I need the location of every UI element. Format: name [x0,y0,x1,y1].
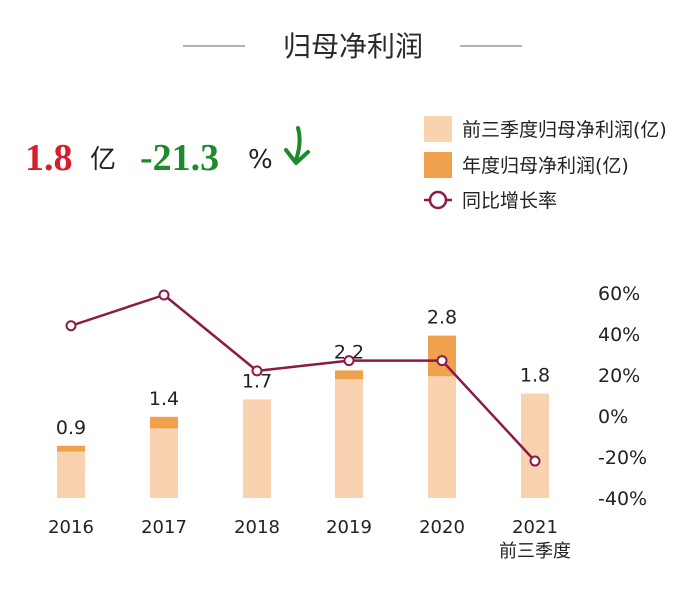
bar-first-three-quarters-2018 [243,399,271,498]
bar-first-three-quarters-2017 [150,428,178,498]
bar-layer [57,335,549,498]
y2-tick-label: -40% [598,488,647,510]
y2-tick-label: 40% [598,324,640,346]
headline-value-unit: 亿 [90,145,116,175]
y2-tick-label: 20% [598,365,640,387]
yoy-line-layer [65,289,541,467]
arrow-down-icon [284,126,310,165]
legend-label-yoy: 同比增长率 [462,190,557,212]
x-axis-ticks: 2016 2017 2018 2019 2020 2021 前三季度 [48,517,571,562]
yoy-point-2019 [343,355,355,367]
headline-change: -21.3 [140,137,219,179]
bar-first-three-quarters-2021 [521,393,549,498]
y2-tick-label: 0% [598,406,628,428]
bar-value-label-2019: 2.2 [334,341,364,363]
legend-label-first-three-quarters: 前三季度归母净利润(亿) [462,119,667,141]
bar-first-three-quarters-2020 [428,376,456,498]
x-tick-label-2019: 2019 [326,517,372,538]
y2-tick-label: -20% [598,447,647,469]
x-tick-label-2017: 2017 [141,517,187,538]
bar-value-label-2021: 1.8 [520,365,550,387]
yoy-point-2018 [251,365,263,377]
bar-value-label-2017: 1.4 [149,388,179,410]
yoy-point-2020 [436,355,448,367]
y2-axis-ticks: 60% 40% 20% 0% -20% -40% [598,283,647,510]
x-tick-label-2018: 2018 [234,517,280,538]
bar-first-three-quarters-2019 [335,379,363,498]
legend: 前三季度归母净利润(亿) 年度归母净利润(亿) 同比增长率 [424,116,667,212]
bar-value-label-2020: 2.8 [427,307,457,329]
legend-label-full-year: 年度归母净利润(亿) [462,155,629,177]
legend-swatch-first-three-quarters [424,116,452,142]
x-tick-label-2020: 2020 [419,517,465,538]
bar-value-label-2018: 1.7 [242,370,272,392]
legend-marker-yoy [428,190,448,210]
yoy-growth-line [70,293,536,462]
bar-value-label-2016: 0.9 [56,417,86,439]
headline-value: 1.8 [25,137,73,179]
yoy-point-2021 [529,455,541,467]
x-tick-label-2021: 2021 [512,517,558,538]
yoy-point-2017 [158,289,170,301]
bar-first-three-quarters-2016 [57,451,85,498]
x-tick-label-2016: 2016 [48,517,94,538]
chart-title: 归母净利润 [283,30,423,63]
headline-change-unit: % [248,145,273,175]
legend-swatch-full-year [424,152,452,178]
bar-label-layer: 0.9 1.4 1.7 2.2 2.8 1.8 [56,307,550,439]
y2-tick-label: 60% [598,283,640,305]
yoy-point-2016 [65,320,77,332]
x-tick-sublabel-2021: 前三季度 [499,541,571,562]
